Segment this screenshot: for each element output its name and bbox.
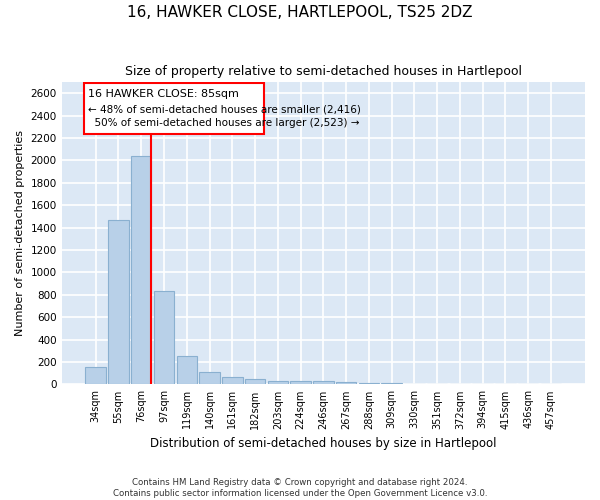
Text: 50% of semi-detached houses are larger (2,523) →: 50% of semi-detached houses are larger (…	[88, 118, 359, 128]
Text: 16, HAWKER CLOSE, HARTLEPOOL, TS25 2DZ: 16, HAWKER CLOSE, HARTLEPOOL, TS25 2DZ	[127, 5, 473, 20]
Title: Size of property relative to semi-detached houses in Hartlepool: Size of property relative to semi-detach…	[125, 65, 522, 78]
Bar	[154, 291, 174, 384]
Bar	[131, 156, 151, 384]
X-axis label: Distribution of semi-detached houses by size in Hartlepool: Distribution of semi-detached houses by …	[150, 437, 497, 450]
Bar	[245, 380, 265, 384]
Text: Contains HM Land Registry data © Crown copyright and database right 2024.
Contai: Contains HM Land Registry data © Crown c…	[113, 478, 487, 498]
Bar	[359, 383, 379, 384]
Bar	[85, 367, 106, 384]
Text: 16 HAWKER CLOSE: 85sqm: 16 HAWKER CLOSE: 85sqm	[88, 90, 239, 100]
Text: ← 48% of semi-detached houses are smaller (2,416): ← 48% of semi-detached houses are smalle…	[88, 104, 361, 115]
Bar	[85, 83, 264, 134]
Y-axis label: Number of semi-detached properties: Number of semi-detached properties	[15, 130, 25, 336]
Bar	[268, 380, 288, 384]
Bar	[336, 382, 356, 384]
Bar	[176, 356, 197, 384]
Bar	[313, 381, 334, 384]
Bar	[222, 377, 242, 384]
Bar	[199, 372, 220, 384]
Bar	[108, 220, 129, 384]
Bar	[290, 381, 311, 384]
